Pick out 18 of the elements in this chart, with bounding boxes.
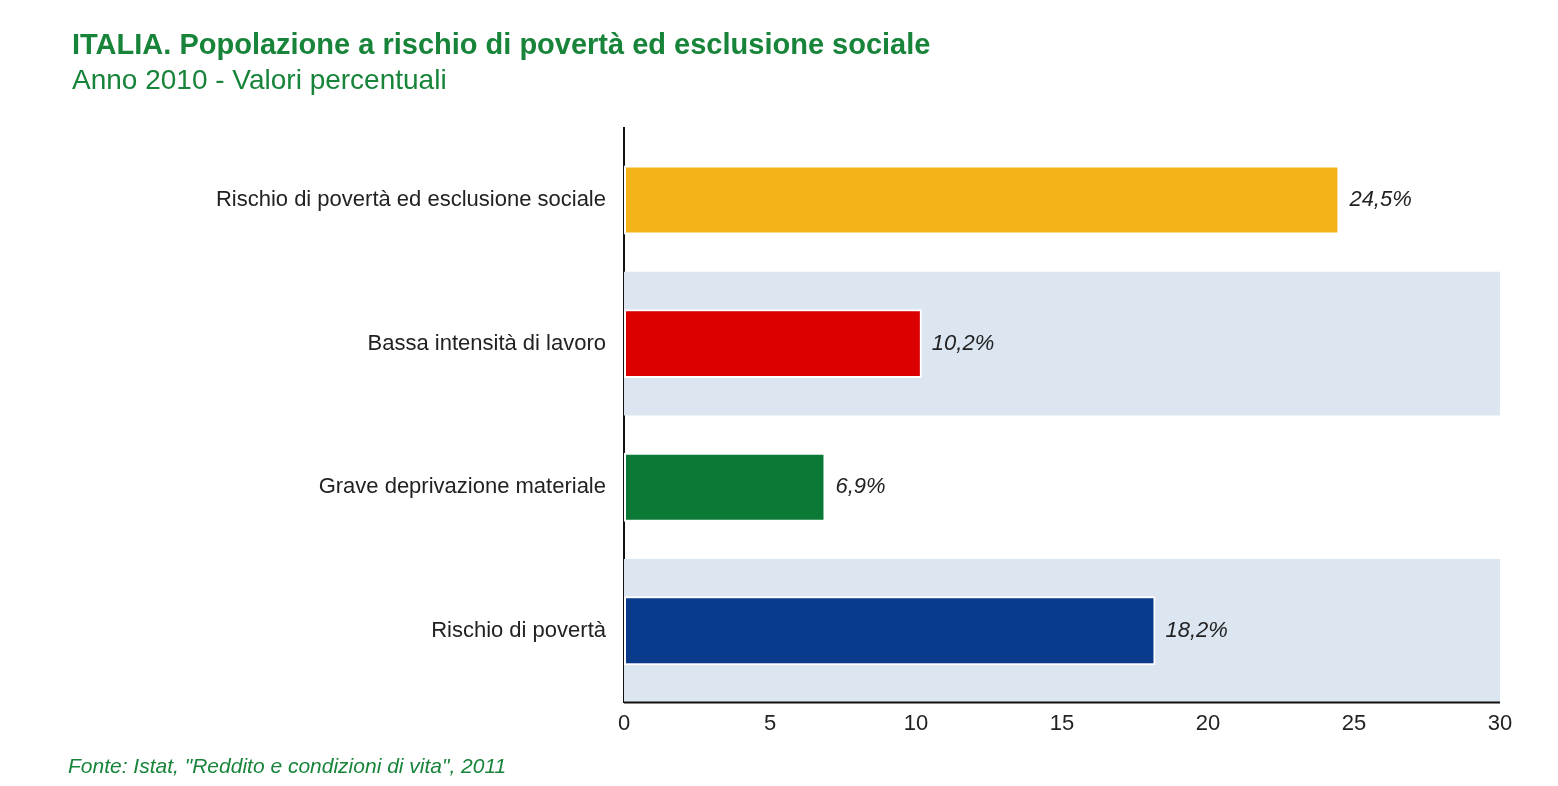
data-label: 6,9% <box>835 473 886 499</box>
source-note: Fonte: Istat, "Reddito e condizioni di vita", 2011 <box>68 754 507 778</box>
text: Anno 2010 - Valori percentuali <box>72 64 447 96</box>
x-tick-label: 5 <box>763 709 777 735</box>
data-label: 18,2% <box>1165 616 1228 642</box>
chart-title: ITALIA. Popolazione a rischio di povertà ed esclusione sociale <box>72 28 931 61</box>
x-tick-label: 10 <box>903 709 929 735</box>
y-tick-label: Grave deprivazione materiale <box>318 473 606 499</box>
data-label: 10,2% <box>931 329 995 355</box>
y-tick-label: Bassa intensità di lavoro <box>367 329 606 355</box>
y-tick-label: Rischio di povertà <box>431 616 607 642</box>
x-tick-label: 15 <box>1049 709 1075 735</box>
x-tick-label: 20 <box>1195 709 1221 735</box>
x-tick-label: 25 <box>1341 709 1367 735</box>
y-tick-label: Rischio di povertà ed esclusione sociale <box>215 186 606 212</box>
x-tick-label: 0 <box>617 709 631 735</box>
x-tick-label: 30 <box>1487 709 1513 735</box>
data-label: 24,5% <box>1348 186 1412 212</box>
